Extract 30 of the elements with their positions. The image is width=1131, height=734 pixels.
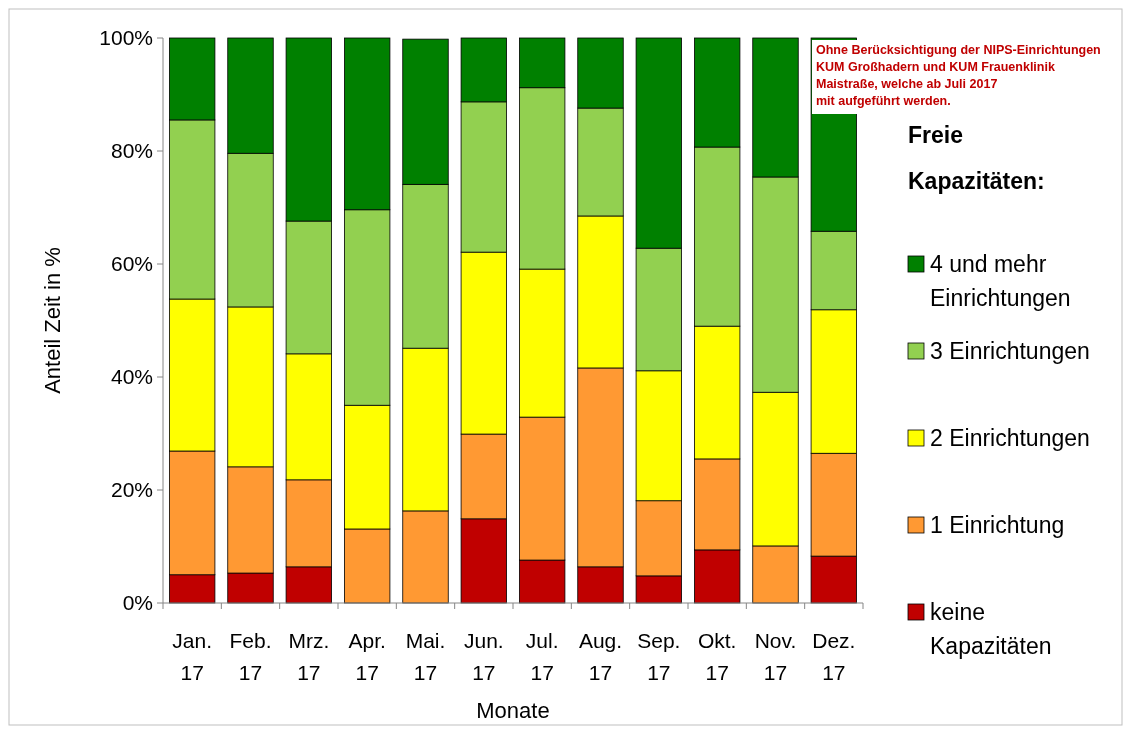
legend-title: Freie Kapazitäten: (908, 122, 1045, 194)
annotation: KUM Großhadern und KUM Frauenklinik (816, 60, 1055, 74)
x-tick-label: Jul. 17 (525, 629, 559, 684)
x-tick-label: Feb. 17 (229, 629, 272, 684)
y-axis-title: Anteil Zeit in % (40, 247, 65, 394)
legend-label: 1 Einrichtung (930, 512, 1065, 538)
annotation: Ohne Berücksichtigung der NIPS-Einrichtungen (816, 43, 1101, 57)
x-tick-label: Nov. 17 (754, 629, 797, 684)
x-tick-label: Aug. 17 (578, 629, 623, 684)
legend-label: keine Kapazitäten (930, 599, 1052, 659)
x-tick-label: Jun. 17 (463, 629, 504, 684)
x-tick-label: Mai. 17 (405, 629, 446, 684)
x-tick-label: Sep. 17 (637, 629, 681, 684)
x-tick-label: Jan. 17 (172, 629, 213, 684)
y-tick-label: 20% (110, 478, 153, 502)
x-tick-label: Apr. 17 (348, 629, 386, 684)
y-tick-label: 40% (110, 365, 153, 389)
annotation: Maistraße, welche ab Juli 2017 (816, 77, 998, 91)
x-tick-label: Dez. 17 (812, 629, 856, 684)
legend-label: 3 Einrichtungen (930, 338, 1090, 364)
y-tick-label: 80% (110, 139, 153, 163)
annotation: mit aufgeführt werden. (816, 94, 951, 108)
legend-label: 2 Einrichtungen (930, 425, 1090, 451)
legend-label: 4 und mehr Einrichtungen (930, 251, 1071, 311)
x-tick-label: Okt. 17 (697, 629, 737, 684)
y-tick-label: 0% (122, 591, 153, 615)
x-tick-label: Mrz. 17 (288, 629, 330, 684)
y-tick-label: 100% (99, 26, 153, 50)
y-tick-label: 60% (110, 252, 153, 276)
x-axis-title: Monate (476, 698, 550, 723)
